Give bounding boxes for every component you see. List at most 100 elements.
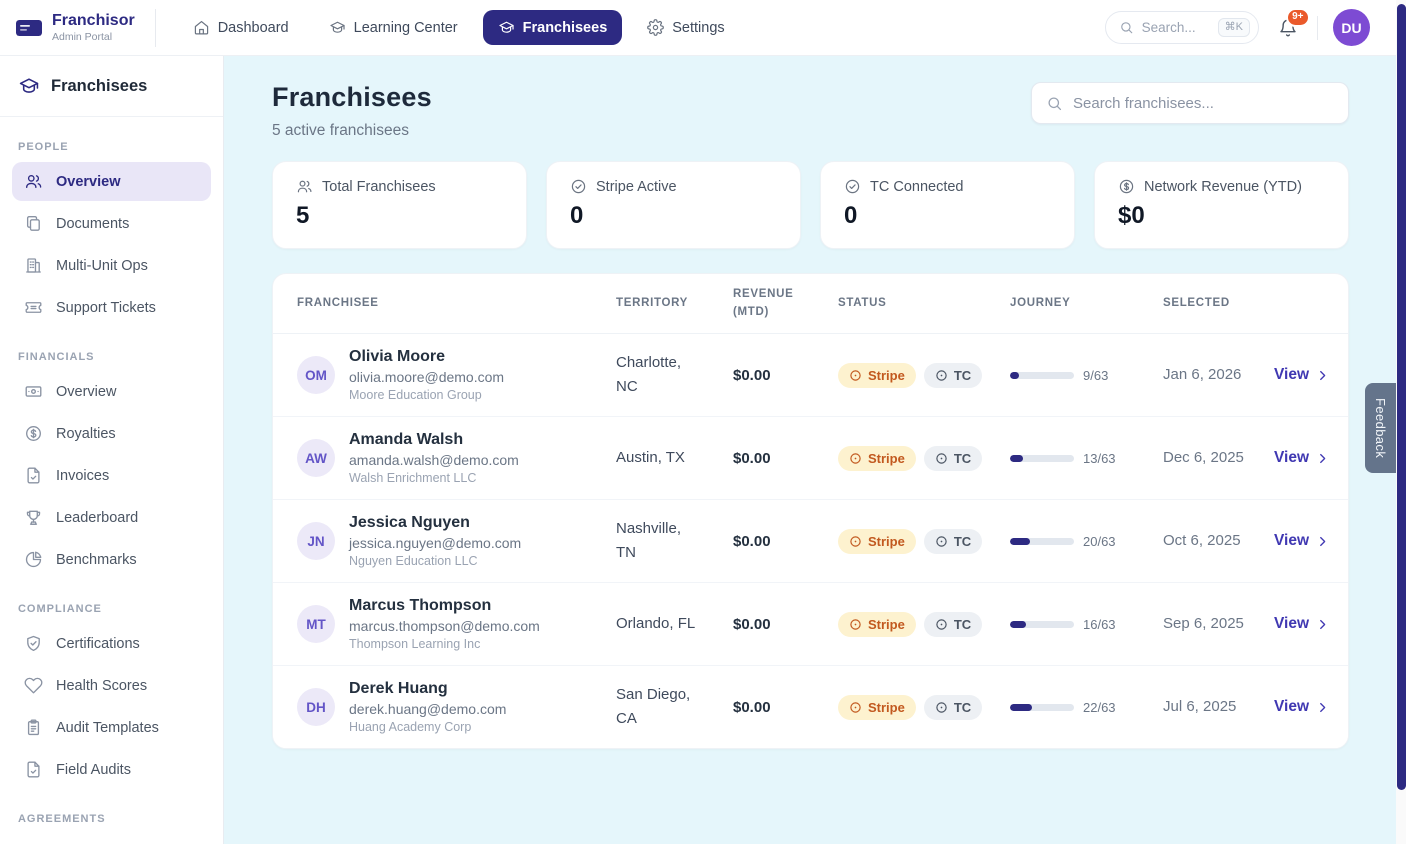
building-icon	[24, 256, 43, 275]
view-link[interactable]: View	[1274, 449, 1330, 467]
sidebar-section: PEOPLE Overview Documents Multi-Unit Ops…	[0, 141, 223, 327]
topnav-item-settings[interactable]: Settings	[632, 10, 739, 45]
view-label: View	[1274, 615, 1310, 632]
view-link[interactable]: View	[1274, 532, 1330, 550]
journey-progress-fill	[1010, 454, 1024, 462]
status-badge-tc: TC	[923, 611, 983, 637]
stat-value: 0	[844, 202, 858, 229]
notifications-badge: 9+	[1285, 7, 1310, 27]
sidebar-item-overview[interactable]: Overview	[12, 162, 211, 201]
shield-check-icon	[24, 634, 43, 653]
stat-value: 0	[570, 202, 584, 229]
nav-label: Franchisees	[522, 19, 608, 36]
franchisee-company: Thompson Learning Inc	[349, 637, 481, 651]
dollar-circle-icon	[1118, 178, 1135, 195]
sidebar-item-label: Overview	[56, 383, 117, 400]
home-icon	[193, 19, 210, 36]
status-cell: Stripe TC	[838, 445, 1010, 471]
sidebar-section-label: PEOPLE	[18, 141, 69, 153]
column-header-territory: TERRITORY	[616, 296, 689, 309]
page-scrollbar	[1396, 0, 1406, 844]
sidebar-item-label: Leaderboard	[56, 509, 139, 526]
status-badge-label: Stripe	[868, 616, 905, 632]
revenue-cell: $0.00	[733, 449, 771, 467]
view-link[interactable]: View	[1274, 615, 1330, 633]
chevron-right-icon	[1315, 617, 1330, 632]
sidebar-section-label: AGREEMENTS	[18, 813, 106, 825]
franchisee-email: olivia.moore@demo.com	[349, 369, 505, 385]
sidebar-item-overview[interactable]: Overview	[12, 372, 211, 411]
journey-progress-fill	[1010, 620, 1027, 628]
feedback-tab[interactable]: Feedback	[1365, 383, 1396, 474]
sidebar-item-royalties[interactable]: Royalties	[12, 414, 211, 453]
franchisee-cell: OM Olivia Moore olivia.moore@demo.com Mo…	[297, 348, 616, 402]
column-header-journey: JOURNEY	[1010, 296, 1071, 309]
search-shortcut-kbd: ⌘K	[1217, 18, 1250, 37]
sidebar-item-audit-templates[interactable]: Audit Templates	[12, 708, 211, 747]
table-row[interactable]: OM Olivia Moore olivia.moore@demo.com Mo…	[273, 334, 1348, 417]
journey-count: 13/63	[1083, 450, 1116, 466]
territory-cell: San Diego, CA	[616, 686, 691, 727]
franchisee-name: Marcus Thompson	[349, 597, 492, 614]
sidebar-section: FINANCIALS Overview Royalties Invoices L…	[0, 351, 223, 579]
user-avatar[interactable]: DU	[1333, 9, 1370, 46]
topnav-item-learning-center[interactable]: Learning Center	[314, 10, 473, 45]
status-badge-stripe: Stripe	[838, 362, 916, 388]
table-row[interactable]: AW Amanda Walsh amanda.walsh@demo.com Wa…	[273, 417, 1348, 500]
selected-date: Jul 6, 2025	[1163, 698, 1237, 715]
users-icon	[24, 172, 43, 191]
sidebar-item-multi-unit-ops[interactable]: Multi-Unit Ops	[12, 246, 211, 285]
topnav-item-dashboard[interactable]: Dashboard	[178, 10, 304, 45]
sidebar-item-certifications[interactable]: Certifications	[12, 624, 211, 663]
notifications-button[interactable]: 9+	[1274, 7, 1310, 42]
franchisee-search-input[interactable]	[1073, 94, 1334, 112]
column-header-revenue-mtd: REVENUE (MTD)	[733, 287, 794, 318]
table-row[interactable]: DH Derek Huang derek.huang@demo.com Huan…	[273, 666, 1348, 748]
file-check-icon	[24, 466, 43, 485]
stat-label: Network Revenue (YTD)	[1144, 178, 1302, 195]
view-link[interactable]: View	[1274, 698, 1330, 716]
sidebar-item-health-scores[interactable]: Health Scores	[12, 666, 211, 705]
global-search-input[interactable]	[1141, 20, 1210, 35]
dollar-circle-icon	[24, 424, 43, 443]
sidebar-item-documents[interactable]: Documents	[12, 204, 211, 243]
topnav-item-franchisees[interactable]: Franchisees	[482, 10, 623, 45]
franchisee-avatar: DH	[297, 688, 335, 726]
page-subtitle: 5 active franchisees	[272, 122, 409, 139]
franchisee-company: Walsh Enrichment LLC	[349, 471, 477, 485]
table-row[interactable]: MT Marcus Thompson marcus.thompson@demo.…	[273, 583, 1348, 666]
stat-value: $0	[1118, 202, 1145, 229]
scrollbar-thumb[interactable]	[1396, 4, 1406, 790]
sidebar-item-invoices[interactable]: Invoices	[12, 456, 211, 495]
stat-card-total-franchisees: Total Franchisees 5	[272, 161, 527, 249]
sidebar-item-leaderboard[interactable]: Leaderboard	[12, 498, 211, 537]
franchisee-email: amanda.walsh@demo.com	[349, 452, 519, 468]
table-row[interactable]: JN Jessica Nguyen jessica.nguyen@demo.co…	[273, 500, 1348, 583]
status-badge-label: TC	[953, 699, 972, 715]
check-circle-icon	[844, 178, 861, 195]
territory-cell: Nashville, TN	[616, 520, 682, 561]
sidebar-item-label: Benchmarks	[56, 551, 137, 568]
franchisee-name: Amanda Walsh	[349, 431, 464, 448]
franchisee-company: Moore Education Group	[349, 388, 482, 402]
dot-circle-icon	[935, 618, 948, 631]
global-search[interactable]: ⌘K	[1104, 11, 1259, 44]
gear-icon	[647, 19, 664, 36]
ticket-icon	[24, 298, 43, 317]
chevron-right-icon	[1315, 534, 1330, 549]
users-icon	[296, 178, 313, 195]
brand[interactable]: Franchisor Admin Portal	[16, 8, 156, 47]
stat-label: TC Connected	[870, 178, 964, 195]
status-badge-tc: TC	[923, 694, 983, 720]
sidebar-item-benchmarks[interactable]: Benchmarks	[12, 540, 211, 579]
journey-count: 20/63	[1083, 533, 1116, 549]
view-link[interactable]: View	[1274, 366, 1330, 384]
sidebar-item-support-tickets[interactable]: Support Tickets	[12, 288, 211, 327]
sidebar-item-field-audits[interactable]: Field Audits	[12, 750, 211, 789]
status-badge-label: TC	[953, 450, 972, 466]
revenue-cell: $0.00	[733, 366, 771, 384]
sidebar: Franchisees PEOPLE Overview Documents Mu…	[0, 56, 224, 844]
franchisee-search[interactable]	[1031, 82, 1349, 124]
topbar-right: ⌘K 9+ DU	[1104, 7, 1370, 46]
journey-cell: 20/63	[1010, 534, 1163, 549]
